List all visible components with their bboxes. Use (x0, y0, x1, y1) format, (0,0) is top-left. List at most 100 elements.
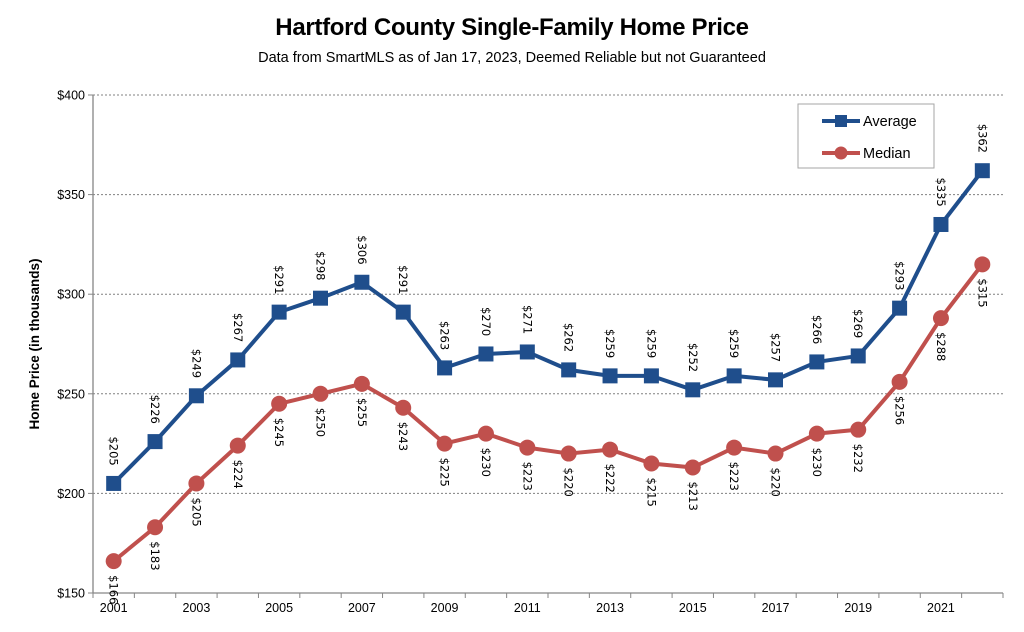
data-label-median: $243 (396, 422, 410, 451)
series-line-average (112, 169, 984, 485)
data-point-median (436, 435, 453, 452)
data-point-average (230, 352, 246, 368)
data-point-median (684, 459, 701, 476)
x-tick-label: 2005 (265, 601, 293, 615)
data-label-average: $298 (314, 251, 328, 280)
legend-average-label: Average (863, 114, 917, 130)
data-label-average: $293 (893, 261, 907, 290)
series-line-median (112, 263, 984, 563)
legend-median-circle-icon (834, 146, 848, 160)
data-point-average (147, 434, 163, 450)
data-label-median: $315 (975, 278, 989, 307)
data-label-median: $224 (231, 460, 245, 489)
series-average: $205 $226 $249 $267 $291 $298 $306 $291 $263 $270… (106, 124, 990, 491)
data-point-median (643, 455, 660, 472)
y-tick-label: $150 (57, 587, 85, 601)
data-point-average (395, 304, 411, 320)
data-label-median: $166 (107, 575, 121, 604)
data-label-median: $213 (686, 482, 700, 511)
data-label-median: $205 (189, 497, 203, 526)
x-tick-label: 2009 (431, 601, 459, 615)
data-point-median (767, 445, 784, 462)
x-tick-label: 2017 (762, 601, 790, 615)
y-tick-label: $400 (57, 89, 85, 103)
data-label-average: $291 (396, 265, 410, 294)
data-point-average (726, 368, 742, 384)
data-point-average (892, 300, 908, 316)
series-group: $205 $226 $249 $267 $291 $298 $306 $291 $263 $270… (105, 124, 991, 604)
data-point-average (602, 368, 618, 384)
data-point-median (105, 553, 122, 570)
data-point-median (932, 310, 949, 327)
data-point-average (933, 216, 949, 232)
data-label-median: $255 (355, 398, 369, 427)
data-point-average (437, 360, 453, 376)
x-tick-label: 2007 (348, 601, 376, 615)
data-label-average: $267 (231, 313, 245, 342)
data-point-average (685, 382, 701, 398)
y-axis-label: Home Price (in thousands) (27, 258, 42, 429)
data-point-average (188, 388, 204, 404)
legend-box (797, 103, 935, 169)
data-point-median (271, 395, 288, 412)
data-label-median: $222 (603, 464, 617, 493)
legend-average-square-icon (835, 115, 847, 127)
data-label-average: $270 (479, 307, 493, 336)
data-label-average: $271 (520, 305, 534, 334)
x-tick-label: 2021 (927, 601, 955, 615)
y-tick-label: $250 (57, 387, 85, 401)
data-label-median: $215 (644, 478, 658, 507)
data-label-median: $250 (314, 408, 328, 437)
x-tick-label: 2011 (514, 601, 541, 615)
data-point-median (188, 475, 205, 492)
data-point-average (850, 348, 866, 364)
data-label-average: $266 (810, 315, 824, 344)
data-label-median: $223 (727, 462, 741, 491)
data-label-median: $220 (769, 468, 783, 497)
y-tick-label: $300 (57, 288, 85, 302)
data-point-average (768, 372, 783, 388)
data-label-median: $230 (479, 448, 493, 477)
chart-subtitle: Data from SmartMLS as of Jan 17, 2023, D… (258, 50, 766, 66)
data-label-average: $291 (272, 265, 286, 294)
data-point-median (395, 399, 412, 416)
data-label-average: $269 (851, 309, 865, 338)
data-point-median (519, 439, 536, 456)
data-point-median (353, 375, 370, 392)
x-tick-label: 2015 (679, 601, 707, 615)
data-label-average: $205 (107, 436, 121, 465)
data-point-median (477, 425, 494, 442)
data-label-average: $226 (148, 395, 162, 424)
x-tick-label: 2001 (100, 601, 128, 615)
data-label-median: $230 (810, 448, 824, 477)
y-axis-ticks: $150 $200 $250 $300 $350 $400 (57, 89, 93, 601)
data-point-average (313, 290, 328, 306)
x-tick-label: 2019 (844, 601, 872, 615)
data-label-median: $183 (148, 541, 162, 570)
legend-median-label: Median (863, 146, 911, 162)
data-label-median: $225 (438, 458, 452, 487)
data-point-average (519, 344, 535, 360)
data-label-median: $256 (893, 396, 907, 425)
data-label-average: $263 (438, 321, 452, 350)
series-median: $166 $183 $205 $224 $245 $250 $255 $243 $225 $230… (105, 256, 991, 604)
data-label-median: $223 (520, 462, 534, 491)
data-label-median: $245 (272, 418, 286, 447)
data-point-average (271, 304, 287, 320)
legend: Average Median (797, 103, 935, 169)
data-point-average (809, 354, 825, 370)
data-point-median (229, 437, 246, 454)
data-label-average: $335 (934, 177, 948, 206)
data-point-average (478, 346, 494, 362)
data-label-average: $362 (975, 124, 989, 153)
data-point-median (560, 445, 577, 462)
data-label-average: $257 (769, 333, 783, 362)
data-point-average (354, 274, 370, 290)
data-point-median (850, 421, 867, 438)
data-point-average (974, 163, 990, 179)
x-tick-label: 2013 (596, 601, 624, 615)
chart-title: Hartford County Single-Family Home Price (275, 14, 749, 41)
data-point-average (643, 368, 659, 384)
data-label-median: $288 (934, 332, 948, 361)
